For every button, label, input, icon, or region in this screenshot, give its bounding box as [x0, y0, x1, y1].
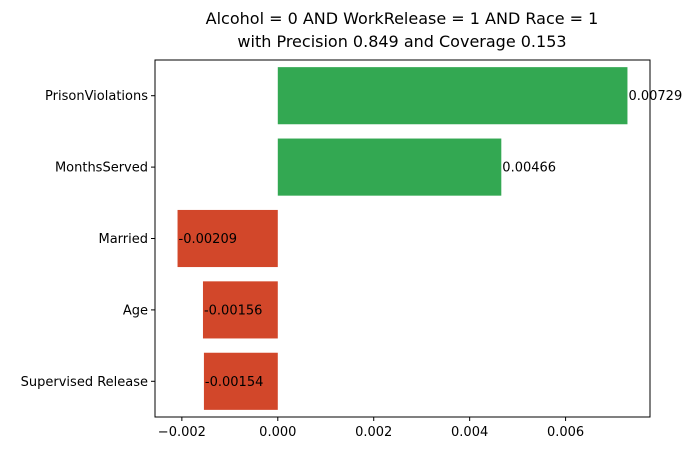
- bar-married: [177, 209, 278, 268]
- axes-frame: [154, 59, 651, 418]
- data-label: -0.00209: [179, 232, 237, 247]
- chart-title-line-1: Alcohol = 0 AND WorkRelease = 1 AND Race…: [206, 9, 599, 28]
- y-tick-label: PrisonViolations: [45, 89, 148, 104]
- y-tick-label: Age: [123, 303, 148, 318]
- y-tick-label: Supervised Release: [21, 375, 148, 390]
- data-label: 0.00466: [502, 161, 556, 176]
- bar-age: [202, 281, 278, 339]
- bar-prisonviolations: [277, 67, 628, 125]
- y-tick-label: MonthsServed: [55, 161, 148, 176]
- bar-monthsserved: [277, 138, 502, 196]
- plot-area: 0.00729 PrisonViolations 0.00466 MonthsServ…: [21, 67, 682, 440]
- x-tick-label: 0.004: [451, 425, 488, 440]
- x-tick-label: 0.006: [547, 425, 584, 440]
- y-tick-label: Married: [98, 232, 148, 247]
- bar-supervised-release: [203, 352, 278, 410]
- x-tick-label: 0.002: [355, 425, 392, 440]
- x-tick-label: −0.002: [158, 425, 206, 440]
- data-label: -0.00154: [205, 375, 263, 390]
- x-tick-label: 0.000: [259, 425, 296, 440]
- data-label: 0.00729: [628, 89, 682, 104]
- data-label: -0.00156: [204, 303, 262, 318]
- chart-title-line-2: with Precision 0.849 and Coverage 0.153: [237, 32, 566, 51]
